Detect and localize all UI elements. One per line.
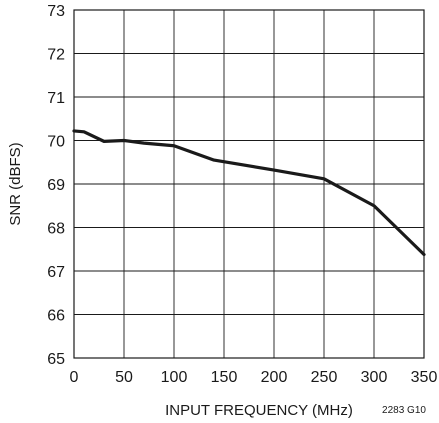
y-tick-label: 72 — [47, 47, 65, 64]
grid-lines — [74, 10, 424, 358]
y-tick-labels: 65 66 67 68 69 70 71 72 73 — [47, 3, 65, 368]
y-tick-label: 69 — [47, 177, 65, 194]
y-tick-label: 68 — [47, 221, 65, 238]
series-layer — [72, 129, 426, 257]
y-tick-label: 73 — [47, 3, 65, 20]
y-axis-title: SNR (dBFS) — [7, 142, 24, 225]
x-tick-label: 350 — [411, 369, 438, 386]
figure-code: 2283 G10 — [382, 405, 426, 416]
x-tick-label: 250 — [311, 369, 338, 386]
y-tick-label: 67 — [47, 264, 65, 281]
plot-frame — [73, 9, 425, 359]
x-tick-label: 150 — [211, 369, 238, 386]
x-tick-label: 200 — [261, 369, 288, 386]
x-tick-label: 300 — [361, 369, 388, 386]
x-tick-label: 50 — [115, 369, 133, 386]
y-tick-label: 71 — [47, 90, 65, 107]
y-tick-label: 70 — [47, 134, 65, 151]
x-tick-label: 0 — [70, 369, 79, 386]
x-tick-label: 100 — [161, 369, 188, 386]
x-tick-labels: 0 50 100 150 200 250 300 350 — [70, 369, 438, 386]
series-line — [72, 129, 426, 257]
y-tick-label: 66 — [47, 308, 65, 325]
x-axis-title: INPUT FREQUENCY (MHz) — [165, 402, 353, 419]
y-tick-label: 65 — [47, 351, 65, 368]
